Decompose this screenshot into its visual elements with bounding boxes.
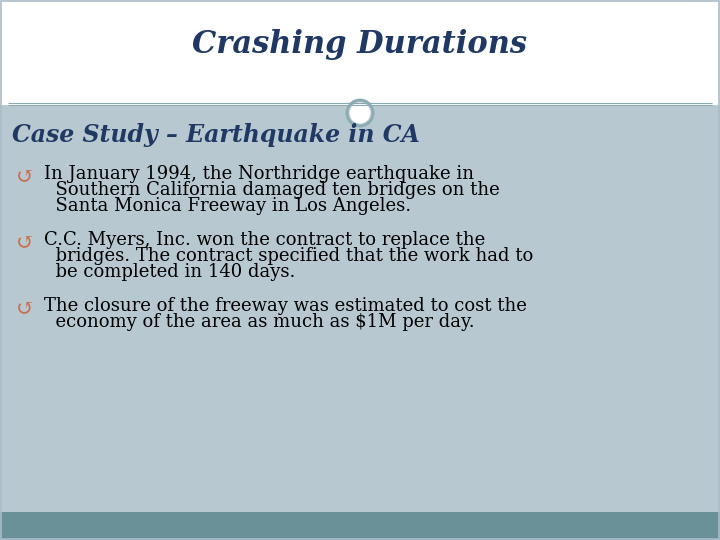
Text: Case Study – Earthquake in CA: Case Study – Earthquake in CA bbox=[12, 123, 420, 147]
Text: ↺: ↺ bbox=[16, 297, 35, 319]
FancyBboxPatch shape bbox=[0, 512, 720, 540]
Text: The closure of the freeway was estimated to cost the: The closure of the freeway was estimated… bbox=[44, 297, 527, 315]
Text: ↺: ↺ bbox=[16, 165, 35, 187]
Text: bridges. The contract specified that the work had to: bridges. The contract specified that the… bbox=[44, 247, 534, 265]
Text: economy of the area as much as $1M per day.: economy of the area as much as $1M per d… bbox=[44, 313, 474, 331]
FancyBboxPatch shape bbox=[0, 105, 720, 512]
FancyBboxPatch shape bbox=[0, 0, 720, 105]
Text: ↺: ↺ bbox=[16, 231, 35, 253]
Text: Santa Monica Freeway in Los Angeles.: Santa Monica Freeway in Los Angeles. bbox=[44, 197, 411, 215]
Text: In January 1994, the Northridge earthquake in: In January 1994, the Northridge earthqua… bbox=[44, 165, 474, 183]
Text: Southern California damaged ten bridges on the: Southern California damaged ten bridges … bbox=[44, 181, 500, 199]
Circle shape bbox=[347, 100, 373, 126]
Text: Crashing Durations: Crashing Durations bbox=[192, 29, 528, 60]
Text: be completed in 140 days.: be completed in 140 days. bbox=[44, 263, 295, 281]
Text: C.C. Myers, Inc. won the contract to replace the: C.C. Myers, Inc. won the contract to rep… bbox=[44, 231, 485, 249]
Circle shape bbox=[349, 103, 371, 124]
